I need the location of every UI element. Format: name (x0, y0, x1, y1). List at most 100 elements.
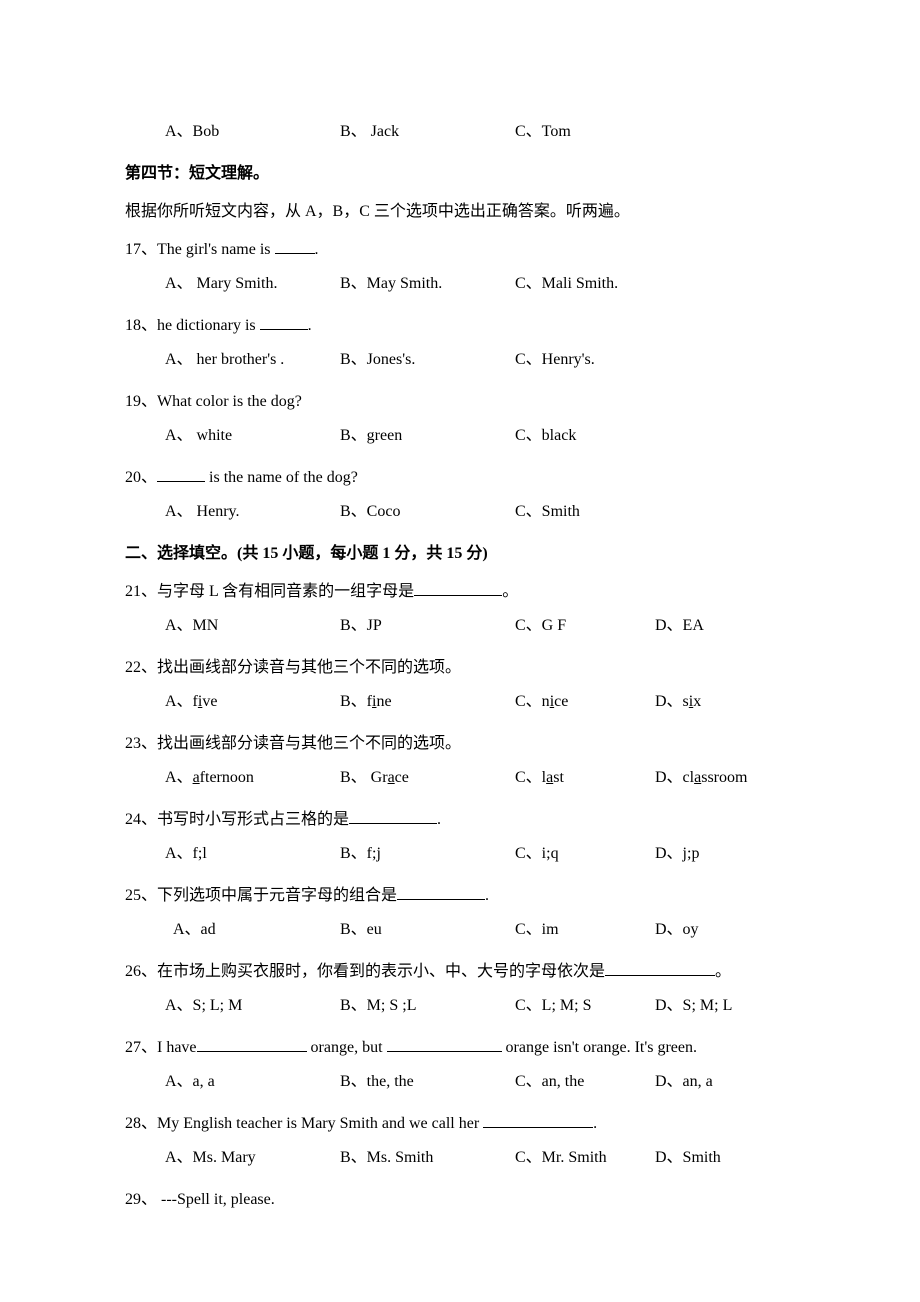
q25-stem-pre: 25、下列选项中属于元音字母的组合是 (125, 887, 397, 904)
q24-option-a: A、f;l (165, 842, 340, 866)
q19-option-a: A、 white (165, 424, 340, 448)
q27-option-b: B、the, the (340, 1070, 515, 1094)
t: D、cl (655, 769, 694, 786)
t: fternoon (200, 769, 254, 786)
q19-option-b: B、green (340, 424, 515, 448)
t: A、f (165, 693, 198, 710)
q29-stem: 29、 ---Spell it, please. (125, 1188, 795, 1212)
q20-stem-pre: 20、 (125, 469, 157, 486)
t: D、s (655, 693, 689, 710)
q25-option-d: D、oy (655, 918, 795, 942)
q28-option-c: C、Mr. Smith (515, 1146, 655, 1170)
blank (605, 975, 715, 976)
q21-option-c: C、G F (515, 614, 655, 638)
q24-stem-pre: 24、书写时小写形式占三格的是 (125, 811, 349, 828)
blank (157, 481, 205, 482)
q28-stem-pre: 28、My English teacher is Mary Smith and … (125, 1115, 483, 1132)
section4-instructions: 根据你所听短文内容，从 A，B，C 三个选项中选出正确答案。听两遍。 (125, 200, 795, 224)
q25-option-c: C、im (515, 918, 655, 942)
q23-option-c: C、last (515, 766, 655, 790)
blank (197, 1051, 307, 1052)
q22-stem: 22、找出画线部分读音与其他三个不同的选项。 (125, 656, 795, 680)
q23-option-d: D、classroom (655, 766, 795, 790)
q27-stem-post: orange isn't orange. It's green. (502, 1039, 697, 1056)
q19-options: A、 white B、green C、black (165, 424, 795, 448)
q18-stem-pre: 18、he dictionary is (125, 317, 260, 334)
t: ce (554, 693, 568, 710)
q24-options: A、f;l B、f;j C、i;q D、j;p (165, 842, 795, 866)
section2-title: 二、选择填空。(共 15 小题，每小题 1 分，共 15 分) (125, 542, 795, 566)
section4-title: 第四节：短文理解。 (125, 162, 795, 186)
q24-option-d: D、j;p (655, 842, 795, 866)
q18-options: A、 her brother's . B、Jones's. C、Henry's. (165, 348, 795, 372)
q19-stem: 19、What color is the dog? (125, 390, 795, 414)
q28-stem-post: . (593, 1115, 597, 1132)
q18-option-b: B、Jones's. (340, 348, 515, 372)
q26-stem-pre: 26、在市场上购买衣服时，你看到的表示小、中、大号的字母依次是 (125, 963, 605, 980)
q28-options: A、Ms. Mary B、Ms. Smith C、Mr. Smith D、Smi… (165, 1146, 795, 1170)
q23-option-a: A、afternoon (165, 766, 340, 790)
q18-stem-post: . (308, 317, 312, 334)
q24-option-c: C、i;q (515, 842, 655, 866)
blank (387, 1051, 502, 1052)
q25-options: A、ad B、eu C、im D、oy (173, 918, 795, 942)
q23-options: A、afternoon B、 Grace C、last D、classroom (165, 766, 795, 790)
q17-stem-post: . (315, 241, 319, 258)
q25-option-a: A、ad (173, 918, 340, 942)
blank (397, 899, 485, 900)
q16-options: A、Bob B、 Jack C、Tom (165, 120, 795, 144)
exam-page: A、Bob B、 Jack C、Tom 第四节：短文理解。 根据你所听短文内容，… (0, 0, 920, 1278)
q20-stem: 20、 is the name of the dog? (125, 466, 795, 490)
q22-option-b: B、fine (340, 690, 515, 714)
q16-option-c: C、Tom (515, 120, 655, 144)
q24-stem-post: . (437, 811, 441, 828)
q20-option-c: C、Smith (515, 500, 655, 524)
q26-option-d: D、S; M; L (655, 994, 795, 1018)
q22-options: A、five B、fine C、nice D、six (165, 690, 795, 714)
blank (414, 595, 502, 596)
q28-stem: 28、My English teacher is Mary Smith and … (125, 1112, 795, 1136)
q28-option-d: D、Smith (655, 1146, 795, 1170)
q21-option-b: B、JP (340, 614, 515, 638)
q17-option-c: C、Mali Smith. (515, 272, 655, 296)
q21-option-d: D、EA (655, 614, 795, 638)
q26-stem: 26、在市场上购买衣服时，你看到的表示小、中、大号的字母依次是 。 (125, 960, 795, 984)
q27-stem-mid: orange, but (307, 1039, 387, 1056)
t: C、n (515, 693, 550, 710)
q21-stem: 21、与字母 L 含有相同音素的一组字母是 。 (125, 580, 795, 604)
q20-options: A、 Henry. B、Coco C、Smith (165, 500, 795, 524)
q16-option-b: B、 Jack (340, 120, 515, 144)
q18-option-a: A、 her brother's . (165, 348, 340, 372)
q26-option-b: B、M; S ;L (340, 994, 515, 1018)
q27-option-d: D、an, a (655, 1070, 795, 1094)
q17-option-b: B、May Smith. (340, 272, 515, 296)
q27-options: A、a, a B、the, the C、an, the D、an, a (165, 1070, 795, 1094)
q26-option-a: A、S; L; M (165, 994, 340, 1018)
t: ne (376, 693, 391, 710)
blank (275, 253, 315, 254)
t: ssroom (701, 769, 747, 786)
blank (260, 329, 308, 330)
q27-stem-pre: 27、I have (125, 1039, 197, 1056)
t: A、 (165, 769, 193, 786)
underlined: a (193, 769, 200, 786)
q28-option-a: A、Ms. Mary (165, 1146, 340, 1170)
q25-stem-post: . (485, 887, 489, 904)
q21-stem-pre: 21、与字母 L 含有相同音素的一组字母是 (125, 583, 414, 600)
q16-option-a: A、Bob (165, 120, 340, 144)
q26-options: A、S; L; M B、M; S ;L C、L; M; S D、S; M; L (165, 994, 795, 1018)
q28-option-b: B、Ms. Smith (340, 1146, 515, 1170)
q22-option-d: D、six (655, 690, 795, 714)
q17-option-a: A、 Mary Smith. (165, 272, 340, 296)
q21-stem-post: 。 (502, 583, 518, 600)
q17-stem-pre: 17、The girl's name is (125, 241, 275, 258)
underlined: a (388, 769, 395, 786)
q26-stem-post: 。 (715, 963, 731, 980)
t: ce (395, 769, 409, 786)
q25-stem: 25、下列选项中属于元音字母的组合是. (125, 884, 795, 908)
q19-option-c: C、black (515, 424, 655, 448)
t: C、l (515, 769, 546, 786)
t: ve (202, 693, 217, 710)
q22-option-c: C、nice (515, 690, 655, 714)
q18-option-c: C、Henry's. (515, 348, 655, 372)
